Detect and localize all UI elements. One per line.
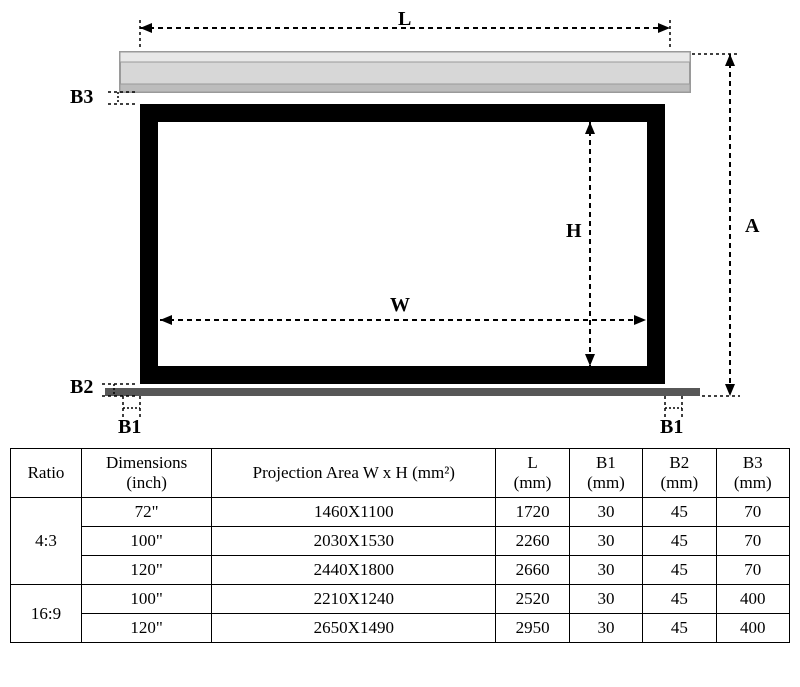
table-row: 4:3 72" 1460X1100 1720 30 45 70 — [11, 498, 790, 527]
cell-B1: 30 — [569, 556, 642, 585]
cell-L: 2950 — [496, 614, 569, 643]
cell-dim: 72" — [82, 498, 212, 527]
cell-proj: 1460X1100 — [212, 498, 496, 527]
dimensions-table: Ratio Dimensions(inch) Projection Area W… — [10, 448, 790, 643]
cell-B3: 400 — [716, 585, 789, 614]
table-row: 16:9 100" 2210X1240 2520 30 45 400 — [11, 585, 790, 614]
table-row: 120" 2440X1800 2660 30 45 70 — [11, 556, 790, 585]
label-L: L — [398, 8, 411, 31]
cell-B1: 30 — [569, 498, 642, 527]
th-B3: B3(mm) — [716, 449, 789, 498]
cell-dim: 120" — [82, 556, 212, 585]
table-header-row: Ratio Dimensions(inch) Projection Area W… — [11, 449, 790, 498]
label-W: W — [390, 294, 410, 317]
cell-B3: 400 — [716, 614, 789, 643]
cell-ratio: 16:9 — [11, 585, 82, 643]
cell-B3: 70 — [716, 556, 789, 585]
cell-B2: 45 — [643, 556, 716, 585]
table-row: 100" 2030X1530 2260 30 45 70 — [11, 527, 790, 556]
cell-B2: 45 — [643, 498, 716, 527]
th-projection: Projection Area W x H (mm²) — [212, 449, 496, 498]
cell-L: 2520 — [496, 585, 569, 614]
cell-dim: 120" — [82, 614, 212, 643]
cell-B1: 30 — [569, 527, 642, 556]
label-H: H — [566, 220, 582, 243]
cell-L: 2660 — [496, 556, 569, 585]
th-B1: B1(mm) — [569, 449, 642, 498]
cell-B1: 30 — [569, 585, 642, 614]
label-A: A — [745, 215, 759, 238]
th-B2: B2(mm) — [643, 449, 716, 498]
cell-L: 1720 — [496, 498, 569, 527]
cell-dim: 100" — [82, 527, 212, 556]
cell-dim: 100" — [82, 585, 212, 614]
cell-L: 2260 — [496, 527, 569, 556]
th-ratio: Ratio — [11, 449, 82, 498]
cell-proj: 2030X1530 — [212, 527, 496, 556]
cell-B2: 45 — [643, 527, 716, 556]
cell-B2: 45 — [643, 614, 716, 643]
cell-ratio: 4:3 — [11, 498, 82, 585]
th-L: L(mm) — [496, 449, 569, 498]
table-row: 120" 2650X1490 2950 30 45 400 — [11, 614, 790, 643]
cell-B3: 70 — [716, 498, 789, 527]
label-B1-left: B1 — [118, 416, 141, 439]
th-dimensions: Dimensions(inch) — [82, 449, 212, 498]
label-B2: B2 — [70, 376, 93, 399]
cell-B3: 70 — [716, 527, 789, 556]
dimension-diagram: L A H W B3 B2 B1 B1 — [10, 10, 790, 440]
diagram-svg — [10, 10, 790, 440]
cell-proj: 2440X1800 — [212, 556, 496, 585]
label-B1-right: B1 — [660, 416, 683, 439]
cell-proj: 2650X1490 — [212, 614, 496, 643]
cell-proj: 2210X1240 — [212, 585, 496, 614]
cell-B1: 30 — [569, 614, 642, 643]
cell-B2: 45 — [643, 585, 716, 614]
label-B3: B3 — [70, 86, 93, 109]
